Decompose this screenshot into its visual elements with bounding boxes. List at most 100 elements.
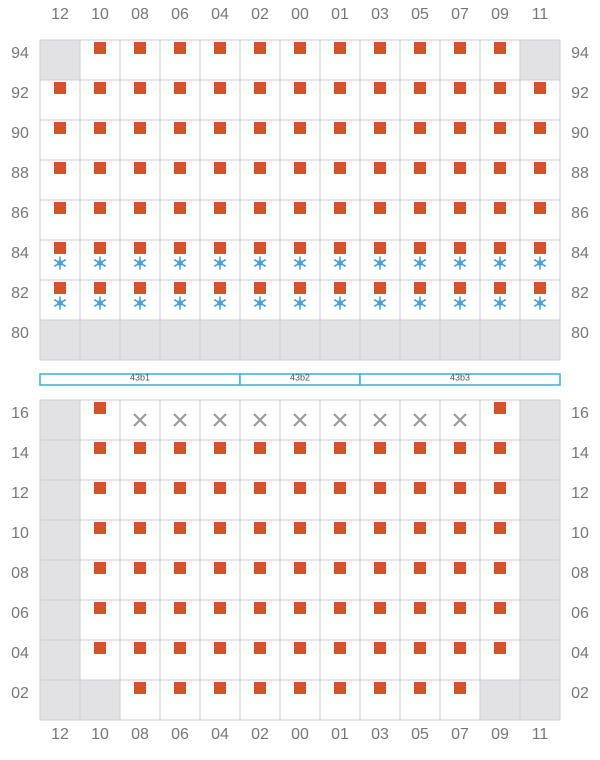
snowflake-icon — [174, 296, 186, 310]
column-label: 03 — [371, 726, 389, 743]
occupied-marker — [494, 202, 506, 214]
cell — [39, 559, 81, 601]
snowflake-icon — [174, 256, 186, 270]
row-label: 86 — [11, 205, 29, 222]
column-label: 01 — [331, 726, 349, 743]
snowflake-icon — [294, 296, 306, 310]
column-label: 02 — [251, 726, 269, 743]
occupied-marker — [134, 522, 146, 534]
occupied-marker — [294, 202, 306, 214]
snowflake-core — [297, 300, 303, 306]
row-label: 92 — [571, 85, 589, 102]
occupied-marker — [214, 202, 226, 214]
occupied-marker — [134, 442, 146, 454]
occupied-marker — [94, 42, 106, 54]
section-bar — [359, 373, 561, 386]
section-label: 43b2 — [290, 372, 310, 382]
occupied-marker — [174, 242, 186, 254]
cell — [199, 319, 241, 361]
snowflake-core — [417, 260, 423, 266]
section-label: 43b1 — [130, 372, 150, 382]
occupied-marker — [174, 42, 186, 54]
occupied-marker — [454, 82, 466, 94]
occupied-marker — [254, 242, 266, 254]
blocked-stroke — [333, 413, 347, 427]
occupied-marker — [214, 242, 226, 254]
snowflake-icon — [494, 296, 506, 310]
occupied-marker — [494, 642, 506, 654]
occupied-marker — [494, 42, 506, 54]
occupied-marker — [54, 242, 66, 254]
occupied-marker — [174, 522, 186, 534]
column-label: 08 — [131, 726, 149, 743]
occupied-marker — [94, 642, 106, 654]
cell — [239, 79, 281, 121]
cell — [39, 39, 81, 81]
occupied-marker — [454, 482, 466, 494]
snowflake-stroke — [414, 259, 426, 267]
row-label: 04 — [571, 645, 589, 662]
cell — [39, 319, 81, 361]
occupied-marker — [414, 242, 426, 254]
occupied-marker — [494, 442, 506, 454]
occupied-marker — [254, 482, 266, 494]
occupied-marker — [134, 42, 146, 54]
occupied-marker — [374, 282, 386, 294]
occupied-marker — [174, 562, 186, 574]
snowflake-core — [337, 260, 343, 266]
occupied-marker — [174, 162, 186, 174]
snowflake-core — [457, 260, 463, 266]
row-label: 94 — [571, 45, 589, 62]
snowflake-icon — [54, 256, 66, 270]
snowflake-icon — [334, 296, 346, 310]
cell — [519, 319, 561, 361]
occupied-marker — [494, 242, 506, 254]
snowflake-stroke — [254, 299, 266, 307]
occupied-marker — [254, 82, 266, 94]
column-label: 05 — [411, 6, 429, 23]
row-label: 90 — [11, 125, 29, 142]
occupied-marker — [294, 562, 306, 574]
occupied-marker — [414, 602, 426, 614]
occupied-marker — [454, 522, 466, 534]
occupied-marker — [294, 242, 306, 254]
occupied-marker — [414, 122, 426, 134]
occupied-marker — [334, 602, 346, 614]
cell — [39, 599, 81, 641]
occupied-marker — [134, 282, 146, 294]
blocked-marker — [213, 413, 227, 427]
occupied-marker — [534, 202, 546, 214]
cell — [479, 679, 521, 721]
blocked-stroke — [133, 413, 147, 427]
row-label: 06 — [571, 605, 589, 622]
snowflake-stroke — [334, 299, 346, 307]
snowflake-icon — [454, 256, 466, 270]
cell — [519, 399, 561, 441]
cell — [279, 119, 321, 161]
snowflake-stroke — [54, 259, 66, 267]
snowflake-stroke — [174, 299, 186, 307]
snowflake-core — [257, 300, 263, 306]
column-label: 12 — [51, 726, 69, 743]
snowflake-core — [217, 300, 223, 306]
column-label: 00 — [291, 6, 309, 23]
occupied-marker — [334, 122, 346, 134]
snowflake-stroke — [294, 299, 306, 307]
occupied-marker — [334, 522, 346, 534]
row-label: 90 — [571, 125, 589, 142]
snowflake-icon — [294, 256, 306, 270]
snowflake-icon — [134, 256, 146, 270]
snowflake-stroke — [494, 299, 506, 307]
cell — [319, 679, 361, 721]
snowflake-icon — [494, 256, 506, 270]
cell — [519, 639, 561, 681]
cell — [519, 479, 561, 521]
occupied-marker — [294, 642, 306, 654]
snowflake-core — [497, 260, 503, 266]
occupied-marker — [54, 282, 66, 294]
cell — [39, 519, 81, 561]
occupied-marker — [334, 562, 346, 574]
occupied-marker — [414, 642, 426, 654]
column-label: 11 — [532, 6, 549, 23]
occupied-marker — [134, 242, 146, 254]
